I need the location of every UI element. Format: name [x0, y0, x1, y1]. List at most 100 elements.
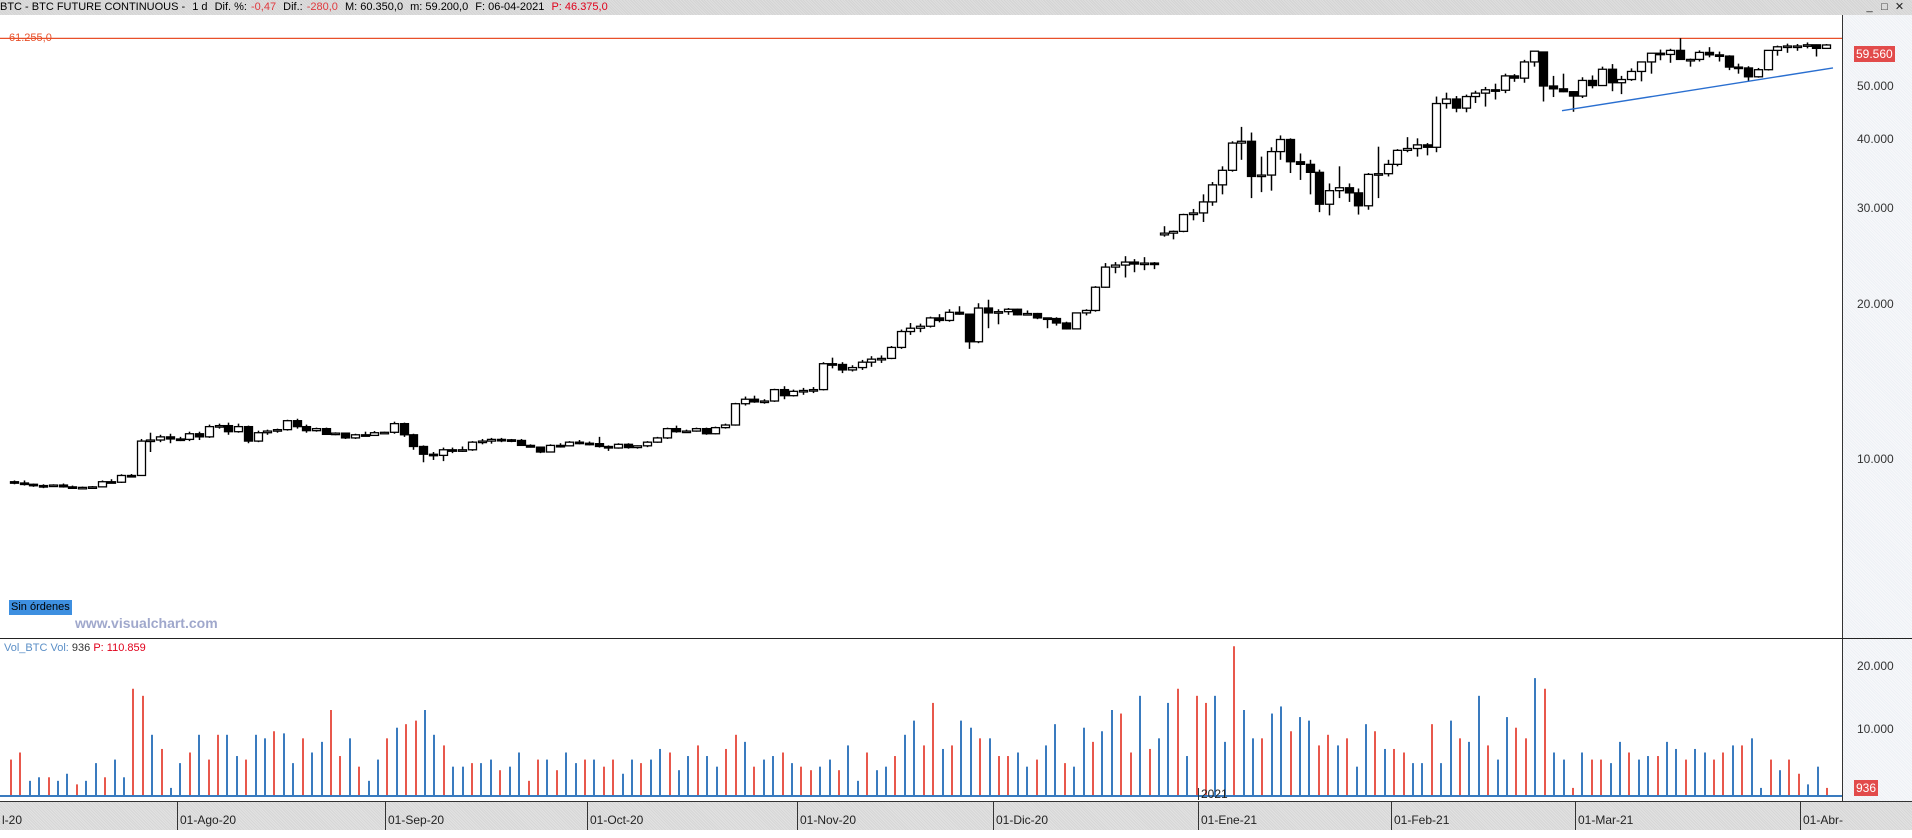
panel-divider[interactable]: [0, 638, 1912, 639]
candle: [1159, 232, 1170, 236]
candle: [1451, 98, 1462, 109]
candle: [126, 474, 137, 478]
price-chart-canvas[interactable]: [0, 0, 1842, 801]
candle: [905, 327, 916, 333]
candle: [720, 424, 731, 429]
candle: [642, 441, 653, 447]
candle: [369, 432, 380, 437]
close-button[interactable]: ✕: [1894, 1, 1905, 13]
volume-bar: [687, 756, 689, 795]
volume-bar: [452, 766, 454, 795]
candle: [1568, 91, 1579, 97]
candle: [1402, 147, 1413, 152]
candle: [1616, 78, 1627, 84]
candle: [311, 427, 322, 432]
candle: [175, 438, 186, 442]
volume-bar: [998, 756, 1000, 795]
candle: [1353, 192, 1364, 207]
candle: [798, 389, 809, 393]
candle: [983, 307, 994, 314]
volume-bar: [217, 734, 219, 795]
volume-bar: [132, 688, 134, 795]
candle: [1607, 68, 1618, 84]
candle: [613, 443, 624, 449]
volume-axis[interactable]: 20.000 10.000 936: [1842, 639, 1912, 801]
volume-bar: [1497, 759, 1499, 795]
candle: [876, 357, 887, 361]
candle: [603, 445, 614, 449]
candle: [847, 366, 858, 371]
volume-bar: [1628, 752, 1630, 795]
orders-badge[interactable]: Sin órdenes: [9, 600, 72, 615]
volume-bar: [838, 770, 840, 795]
candle: [97, 481, 108, 488]
volume-bar: [10, 759, 12, 795]
trendline[interactable]: [1561, 67, 1834, 112]
volume-bar: [716, 766, 718, 795]
volume-bar: [1515, 727, 1517, 795]
candle: [954, 311, 965, 315]
candle: [301, 425, 312, 432]
candle: [1373, 173, 1384, 176]
candle: [506, 439, 517, 442]
candle: [321, 427, 332, 436]
price-axis[interactable]: 59.560 50.000 40.000 30.000 20.000 10.00…: [1842, 15, 1912, 638]
candle: [1441, 98, 1452, 105]
date-tick: 01-Abr-: [1800, 802, 1843, 830]
candle: [1490, 89, 1501, 92]
volume-bar: [255, 734, 257, 795]
volume-bar: [631, 759, 633, 795]
candle: [204, 425, 215, 438]
volume-bar: [857, 780, 859, 795]
candle: [262, 430, 273, 434]
candle: [1012, 308, 1023, 316]
candle: [545, 444, 556, 453]
volume-bar: [640, 763, 642, 795]
volume-bar: [584, 759, 586, 795]
date-tick: 01-Oct-20: [587, 802, 643, 830]
minimize-button[interactable]: _: [1866, 1, 1873, 13]
candle: [243, 425, 254, 442]
volume-bar: [1054, 724, 1056, 795]
maximize-button[interactable]: □: [1881, 1, 1888, 13]
volume-bar: [1563, 759, 1565, 795]
candle: [272, 428, 283, 432]
volume-header: Vol_BTC Vol: 936 P: 110.859: [4, 642, 146, 654]
volume-bar: [659, 748, 661, 795]
volume-bar: [528, 780, 530, 795]
volume-bar: [1083, 727, 1085, 795]
candle: [886, 346, 897, 360]
candle: [1178, 213, 1189, 233]
symbol-label: BTC - BTC FUTURE CONTINUOUS -: [0, 1, 186, 13]
volume-bar: [1704, 752, 1706, 795]
volume-bar: [866, 752, 868, 795]
date-tick: 01-Feb-21: [1391, 802, 1449, 830]
candle: [428, 453, 439, 457]
candle: [1548, 85, 1559, 90]
date-tick: 01-Dic-20: [993, 802, 1048, 830]
volume-bar: [575, 763, 577, 795]
volume-bar: [876, 770, 878, 795]
volume-bar: [1337, 745, 1339, 795]
volume-bar: [1610, 763, 1612, 795]
candle: [418, 445, 429, 455]
candle: [740, 398, 751, 405]
volume-bar: [405, 724, 407, 795]
candle: [1344, 187, 1355, 194]
candle: [701, 427, 712, 435]
volume-bar: [1647, 756, 1649, 795]
candle: [1334, 187, 1345, 192]
volume-bar: [170, 787, 172, 795]
volume-bar: [226, 734, 228, 795]
volume-bar: [622, 773, 624, 795]
volume-bar: [1384, 748, 1386, 795]
candle: [1090, 286, 1101, 312]
y-tick-30000: 30.000: [1857, 201, 1894, 215]
candle: [779, 388, 790, 397]
candle: [1022, 312, 1033, 316]
volume-p-label: P: 110.859: [93, 642, 146, 654]
volume-bar: [565, 752, 567, 795]
volume-vol-label: Vol:: [50, 642, 69, 654]
date-axis[interactable]: l-20 01-Ago-20 01-Sep-20 01-Oct-20 01-Nov-20…: [0, 801, 1912, 830]
volume-bar: [1694, 748, 1696, 795]
